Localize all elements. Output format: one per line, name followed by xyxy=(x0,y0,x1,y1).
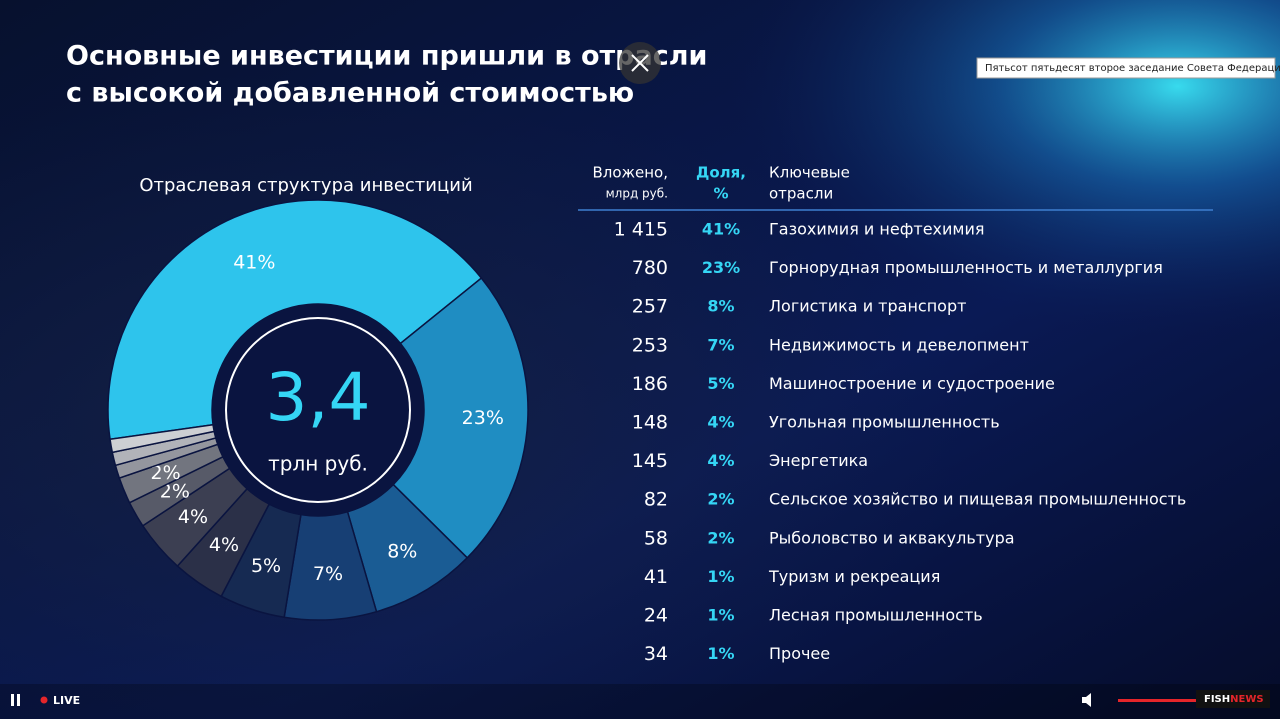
pause-button-part xyxy=(17,694,20,706)
invested: 253 xyxy=(632,334,668,356)
column-header: Вложено, xyxy=(592,164,668,182)
sector: Энергетика xyxy=(769,451,868,470)
column-header: Доля, xyxy=(696,164,746,182)
live-dot xyxy=(40,696,48,704)
logo-box xyxy=(1196,690,1270,708)
invested: 186 xyxy=(632,373,668,395)
volume-button[interactable] xyxy=(1082,693,1091,707)
live-label: LIVE xyxy=(53,694,80,707)
pause-button[interactable] xyxy=(11,694,14,706)
sector: Логистика и транспорт xyxy=(769,297,966,316)
player-bar xyxy=(0,684,1280,719)
slice-label: 23% xyxy=(462,407,504,429)
column-header: отрасли xyxy=(769,185,833,203)
share: 2% xyxy=(707,528,734,547)
center-label: трлн руб. xyxy=(268,452,368,476)
slice-label: 2% xyxy=(151,462,181,484)
column-header: Ключевые xyxy=(769,164,850,182)
tooltip-box xyxy=(976,57,1276,79)
share: 5% xyxy=(707,374,734,393)
logo: FISHNEWS xyxy=(1204,694,1264,705)
invested: 41 xyxy=(644,566,668,588)
center-value: 3,4 xyxy=(266,359,371,436)
share: 2% xyxy=(707,490,734,509)
share: 1% xyxy=(707,644,734,663)
share: 1% xyxy=(707,606,734,625)
volume-slider[interactable] xyxy=(1118,699,1198,702)
slice-label: 2% xyxy=(160,481,190,503)
slice-label: 4% xyxy=(209,534,239,556)
slice-label: 7% xyxy=(313,563,343,585)
logo-fish: FISH xyxy=(1204,694,1230,705)
invested: 24 xyxy=(644,605,668,627)
slide-title: Основные инвестиции пришли в отрасли xyxy=(66,41,707,72)
sector: Туризм и рекреация xyxy=(768,567,940,586)
sector: Прочее xyxy=(769,644,830,663)
donut-hole xyxy=(212,304,424,516)
slice-label: 4% xyxy=(178,506,208,528)
tooltip: Пятьсот пятьдесят второе заседание Совет… xyxy=(985,63,1280,74)
sector: Сельское хозяйство и пищевая промышленно… xyxy=(769,490,1186,509)
table: Вложено, млрд руб. Доля,% Ключевые отрасли 1 … xyxy=(592,164,1186,666)
invested: 780 xyxy=(632,257,668,279)
sector: Газохимия и нефтехимия xyxy=(769,220,985,239)
column-header: млрд руб. xyxy=(606,187,668,201)
center-ring xyxy=(225,317,411,503)
logo-news: NEWS xyxy=(1230,694,1263,705)
invested: 82 xyxy=(644,489,668,511)
share: 1% xyxy=(707,567,734,586)
sector: Угольная промышленность xyxy=(769,413,1000,432)
invested: 34 xyxy=(644,643,668,665)
slide-title: с высокой добавленной стоимостью xyxy=(66,78,634,109)
donut: 41% 23% 8% 7% 5% 4%4% 2%2% xyxy=(107,199,529,621)
slice-label: 8% xyxy=(387,540,417,562)
sector: Лесная промышленность xyxy=(769,606,983,625)
slice-label: 5% xyxy=(251,555,281,577)
share: 4% xyxy=(707,413,734,432)
sector: Недвижимость и девелопмент xyxy=(769,335,1029,354)
sector: Горнорудная промышленность и металлургия xyxy=(769,258,1163,277)
invested: 145 xyxy=(632,450,668,472)
sector: Рыболовство и аквакультура xyxy=(769,528,1015,547)
share: 4% xyxy=(707,451,734,470)
slice-label: 41% xyxy=(233,252,275,274)
share: 7% xyxy=(707,335,734,354)
invested: 58 xyxy=(644,527,668,549)
invested: 1 415 xyxy=(614,219,668,241)
share: 8% xyxy=(707,297,734,316)
close-icon xyxy=(631,54,649,72)
sector: Машиностроение и судостроение xyxy=(769,374,1055,393)
share: 41% xyxy=(702,220,740,239)
share: 23% xyxy=(702,258,740,277)
chart-title: Отраслевая структура инвестиций xyxy=(139,175,472,196)
invested: 257 xyxy=(632,296,668,318)
column-header: % xyxy=(713,185,728,203)
invested: 148 xyxy=(632,412,668,434)
